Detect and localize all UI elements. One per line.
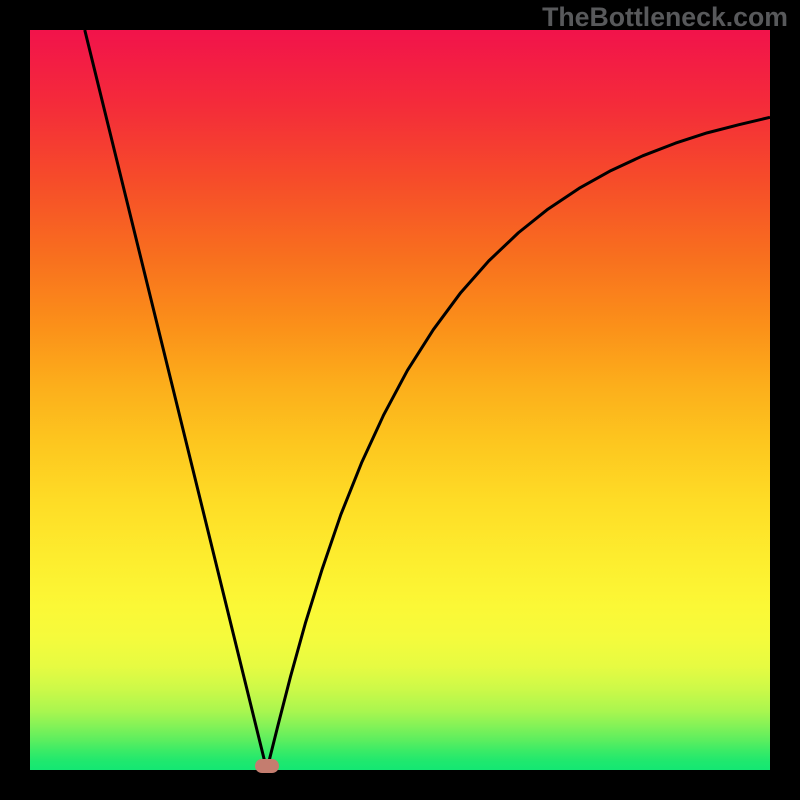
plot-area	[30, 30, 770, 770]
chart-container: TheBottleneck.com	[0, 0, 800, 800]
watermark-label: TheBottleneck.com	[542, 2, 788, 33]
